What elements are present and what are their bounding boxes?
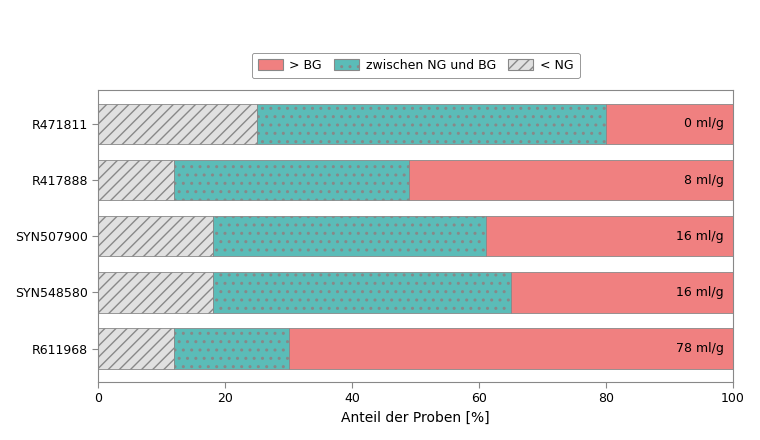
- Bar: [213, 272, 511, 312]
- Bar: [98, 328, 175, 369]
- Bar: [486, 216, 733, 257]
- Bar: [410, 160, 733, 200]
- Bar: [175, 328, 289, 369]
- Text: 0 ml/g: 0 ml/g: [684, 117, 724, 130]
- Bar: [175, 160, 410, 200]
- Text: 16 ml/g: 16 ml/g: [676, 286, 724, 299]
- Bar: [289, 328, 733, 369]
- Bar: [98, 272, 213, 312]
- Text: 78 ml/g: 78 ml/g: [676, 342, 724, 355]
- Bar: [511, 272, 733, 312]
- Legend: > BG, zwischen NG und BG, < NG: > BG, zwischen NG und BG, < NG: [252, 53, 580, 78]
- Bar: [213, 216, 486, 257]
- Bar: [257, 104, 606, 144]
- Text: 8 ml/g: 8 ml/g: [684, 173, 724, 187]
- Bar: [98, 216, 213, 257]
- Text: 16 ml/g: 16 ml/g: [676, 230, 724, 243]
- Bar: [98, 160, 175, 200]
- X-axis label: Anteil der Proben [%]: Anteil der Proben [%]: [341, 411, 490, 425]
- Bar: [98, 104, 257, 144]
- Bar: [606, 104, 733, 144]
